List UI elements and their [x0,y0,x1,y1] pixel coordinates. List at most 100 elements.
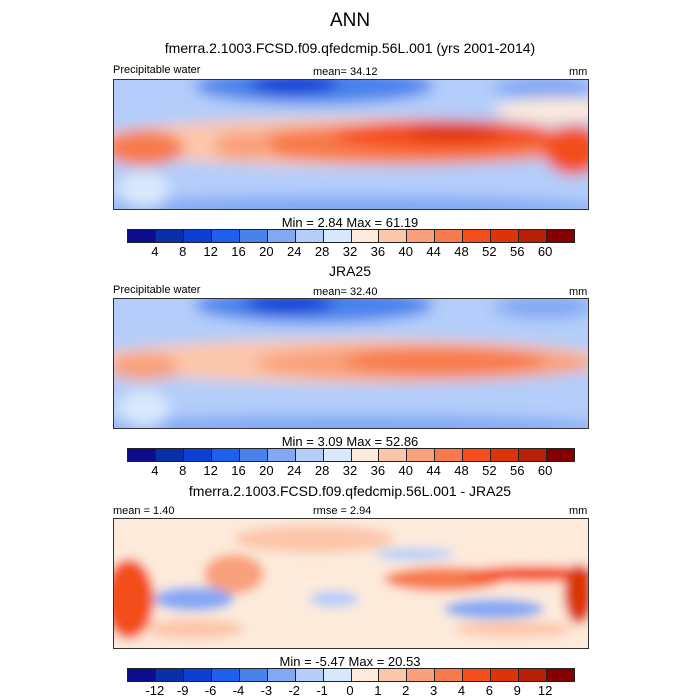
colorbar-tick-label: 16 [231,244,246,259]
panel3-map [113,518,589,649]
colorbar-tick-label: -4 [232,683,245,698]
colorbar-swatch [323,449,352,461]
colorbar-swatch [128,230,156,242]
colorbar-swatch [267,449,296,461]
colorbar-swatch [323,230,352,242]
panel1-minmax: Min = 2.84 Max = 61.19 [281,215,419,230]
panel3-field [114,519,588,648]
colorbar-swatch [547,669,574,681]
panel1-colorbar-ticks: 4 8 12 16 20 24 28 32 36 40 44 48 52 56 60 [127,244,573,259]
colorbar-swatch [547,230,574,242]
colorbar-tick-label: 16 [231,463,246,478]
panel3-minmax: Min = -5.47 Max = 20.53 [279,654,421,669]
colorbar-swatch [351,230,380,242]
colorbar-tick-label: 20 [259,244,274,259]
colorbar-tick-label: 48 [454,244,469,259]
colorbar-swatch [155,449,184,461]
colorbar-swatch [351,669,380,681]
panel2-minmax: Min = 3.09 Max = 52.86 [281,434,419,449]
colorbar-tick-label: 8 [179,463,187,478]
colorbar-swatch [211,230,240,242]
colorbar-swatch [239,230,268,242]
colorbar-tick-label: 12 [537,683,553,698]
colorbar-tick-label: 8 [179,244,187,259]
colorbar-tick-label: 44 [426,463,441,478]
colorbar-tick-label: 12 [203,244,218,259]
colorbar-swatch [239,669,268,681]
panel1-field [114,80,588,209]
colorbar-swatch [183,230,212,242]
colorbar-swatch [519,669,548,681]
colorbar-tick-label: 60 [537,463,553,478]
colorbar-tick-label: 20 [259,463,274,478]
colorbar-swatch [128,669,156,681]
panel2-map [113,298,589,429]
panel2-variable-label: Precipitable water [113,284,201,296]
colorbar-tick-label: -9 [176,683,189,698]
colorbar-swatch [519,230,548,242]
colorbar-tick-label: 56 [510,244,525,259]
colorbar-tick-label: 1 [374,683,382,698]
colorbar-swatch [379,230,408,242]
colorbar-swatch [323,669,352,681]
colorbar-swatch [407,669,436,681]
colorbar-tick-label: -1 [316,683,328,698]
colorbar-swatch [295,449,324,461]
colorbar-tick-label: 36 [370,244,386,259]
panel1-heading: fmerra.2.1003.FCSD.f09.qfedcmip.56L.001 … [164,40,536,56]
colorbar-tick-label: 12 [203,463,218,478]
colorbar-swatch [491,230,520,242]
colorbar-swatch [267,230,296,242]
colorbar-swatch [211,449,240,461]
panel3-colorbar [127,668,575,682]
colorbar-swatch [239,449,268,461]
colorbar-tick-label: 36 [370,463,386,478]
panel1-colorbar [127,229,575,243]
colorbar-tick-label: -3 [260,683,273,698]
colorbar-swatch [463,230,492,242]
colorbar-swatch [128,449,156,461]
colorbar-swatch [267,669,296,681]
colorbar-tick-label: 40 [398,244,413,259]
panel2-colorbar [127,448,575,462]
colorbar-tick-label: 4 [151,244,159,259]
colorbar-tick-label: -6 [204,683,217,698]
colorbar-tick-label: 4 [457,683,466,698]
colorbar-swatch [547,449,574,461]
panel3-colorbar-ticks: -12 -9 -6 -4 -3 -2 -1 0 1 2 3 4 6 9 12 [127,683,573,698]
colorbar-tick-label: 4 [151,463,159,478]
colorbar-swatch [435,669,464,681]
panel2-field [114,299,588,428]
colorbar-tick-label: 32 [342,463,358,478]
colorbar-tick-label: -12 [145,683,165,698]
colorbar-swatch [379,449,408,461]
panel1-variable-label: Precipitable water [113,64,201,76]
colorbar-swatch [463,449,492,461]
colorbar-tick-label: 48 [454,463,469,478]
colorbar-tick-label: 32 [342,244,358,259]
colorbar-tick-label: 6 [485,683,493,698]
colorbar-swatch [295,669,324,681]
panel2-units: mm [569,286,588,298]
colorbar-swatch [463,669,492,681]
panel2-mean: mean= 32.40 [313,286,378,298]
colorbar-swatch [491,449,520,461]
colorbar-swatch [183,669,212,681]
colorbar-tick-label: 44 [426,244,441,259]
colorbar-swatch [519,449,548,461]
colorbar-tick-label: 24 [287,244,302,259]
colorbar-swatch [435,230,464,242]
colorbar-tick-label: 0 [346,683,354,698]
colorbar-tick-label: 3 [430,683,438,698]
colorbar-swatch [351,449,380,461]
colorbar-swatch [407,449,436,461]
colorbar-swatch [491,669,520,681]
colorbar-tick-label: 28 [314,244,330,259]
colorbar-tick-label: 24 [287,463,302,478]
panel1-map [113,79,589,210]
colorbar-tick-label: 9 [513,683,521,698]
panel3-heading: fmerra.2.1003.FCSD.f09.qfedcmip.56L.001 … [188,483,512,499]
colorbar-swatch [379,669,408,681]
colorbar-tick-label: 2 [402,683,410,698]
colorbar-tick-label: 40 [398,463,413,478]
